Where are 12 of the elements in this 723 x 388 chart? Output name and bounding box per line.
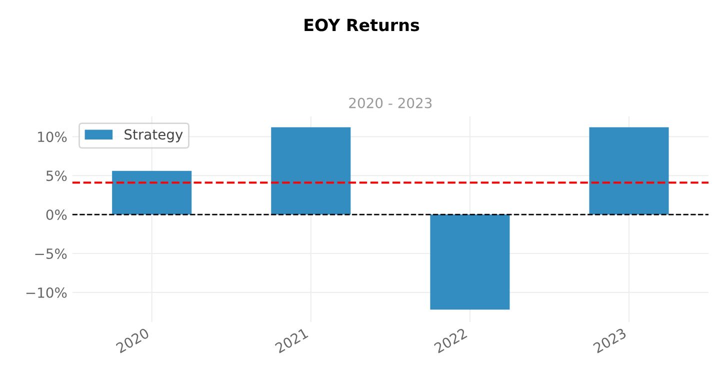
bar xyxy=(271,127,351,215)
y-tick-label: −5% xyxy=(35,248,67,259)
bar xyxy=(589,127,669,215)
bar xyxy=(112,170,192,215)
y-tick-label: 5% xyxy=(46,170,67,182)
legend-label: Strategy xyxy=(124,129,183,142)
bar xyxy=(430,214,510,310)
y-tick-label: 0% xyxy=(46,210,67,220)
y-tick-label: −10% xyxy=(26,287,67,298)
chart-title: EOY Returns xyxy=(304,18,420,32)
chart-subtitle: 2020 - 2023 xyxy=(349,98,432,108)
y-tick-label: 10% xyxy=(38,132,67,142)
